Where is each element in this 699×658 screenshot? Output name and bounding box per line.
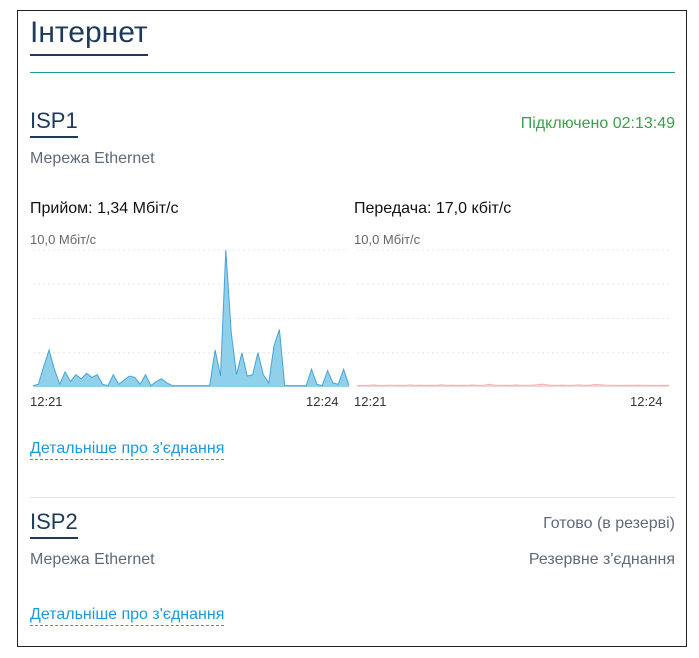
receive-chart-line <box>32 249 350 387</box>
isp1-network-type: Мережа Ethernet <box>30 150 155 167</box>
page-title: Інтернет <box>30 13 148 56</box>
send-rate-label: Передача: 17,0 кбіт/с <box>354 200 512 217</box>
receive-chart-area <box>33 250 349 387</box>
send-chart <box>356 249 670 387</box>
receive-time-end: 12:24 <box>306 394 339 409</box>
send-scale-label: 10,0 Мбіт/с <box>354 232 421 247</box>
isp1-name: ISP1 <box>30 107 78 138</box>
receive-scale-label: 10,0 Мбіт/с <box>30 232 97 247</box>
isp2-status: Готово (в резерві) <box>543 515 675 532</box>
isp2-name: ISP2 <box>30 508 78 539</box>
isp-divider <box>30 497 675 498</box>
isp2-details-link[interactable]: Детальніше про з'єднання <box>30 605 225 626</box>
send-chart-line <box>356 383 670 387</box>
isp1-status: Підключено 02:13:49 <box>520 115 675 132</box>
isp1-details-link[interactable]: Детальніше про з'єднання <box>30 439 225 460</box>
receive-rate-label: Прийом: 1,34 Мбіт/с <box>30 200 179 217</box>
title-divider <box>30 72 675 73</box>
send-time-start: 12:21 <box>354 394 387 409</box>
isp2-role: Резервне з'єднання <box>528 551 675 568</box>
receive-time-start: 12:21 <box>30 394 63 409</box>
receive-chart <box>32 249 350 387</box>
internet-card: Інтернет ISP1 Підключено 02:13:49 Мережа… <box>17 10 687 647</box>
isp2-network-type: Мережа Ethernet <box>30 551 155 568</box>
send-time-end: 12:24 <box>630 394 663 409</box>
